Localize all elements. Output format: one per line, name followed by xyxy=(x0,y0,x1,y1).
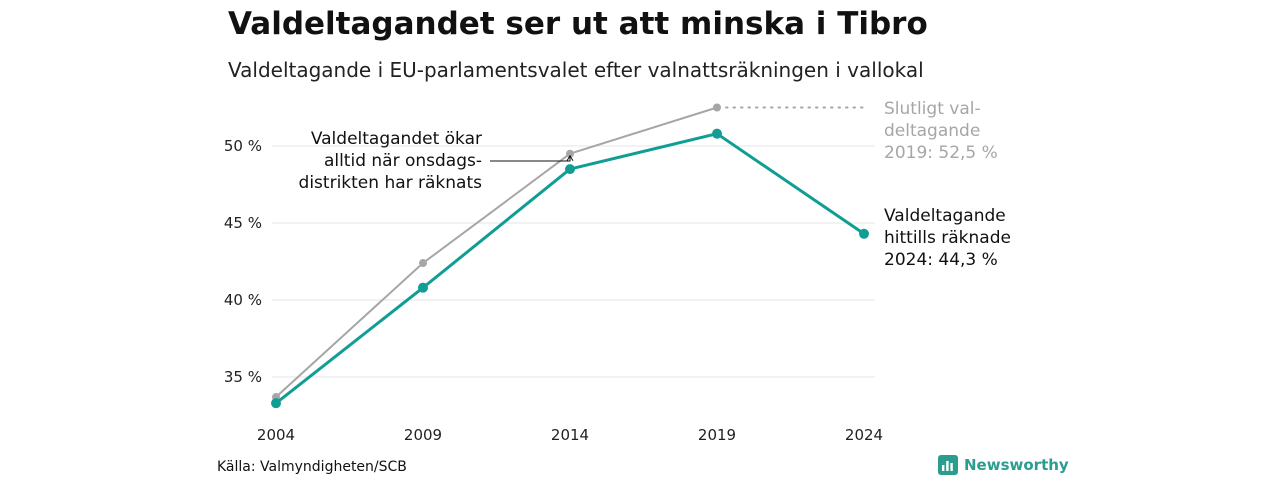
current-2024-annotation: hittills räknade xyxy=(884,228,1011,248)
final-series-point xyxy=(713,103,721,112)
brand-name: Newsworthy xyxy=(964,456,1069,474)
current-series-point xyxy=(271,398,281,409)
current-series-point xyxy=(565,164,575,175)
x-tick-label: 2014 xyxy=(551,426,589,444)
y-tick-label: 50 % xyxy=(224,137,262,155)
final-2019-annotation: 2019: 52,5 % xyxy=(884,143,998,163)
current-series-point xyxy=(712,128,722,139)
current-series-point xyxy=(859,228,869,239)
current-2024-annotation: 2024: 44,3 % xyxy=(884,250,998,270)
note-pointer xyxy=(490,156,571,162)
final-series-line xyxy=(275,106,718,398)
brand: Newsworthy xyxy=(938,455,1069,475)
final-series-point xyxy=(566,149,574,158)
current-2024-annotation: Valdeltagande xyxy=(884,206,1006,226)
note-annotation: distrikten har räknats xyxy=(299,173,483,193)
y-tick-label: 40 % xyxy=(224,291,262,309)
y-tick-label: 45 % xyxy=(224,214,262,232)
final-2019-annotation: Slutligt val- xyxy=(884,99,981,119)
chart-subtitle: Valdeltagande i EU-parlamentsvalet efter… xyxy=(228,58,924,82)
x-tick-label: 2019 xyxy=(698,426,736,444)
note-annotation: Valdeltagandet ökar xyxy=(311,129,482,149)
final-series-point xyxy=(419,259,427,268)
note-arrowhead xyxy=(566,154,574,161)
current-series-point xyxy=(418,282,428,293)
source-note: Källa: Valmyndigheten/SCB xyxy=(217,459,407,475)
x-tick-label: 2004 xyxy=(257,426,295,444)
note-annotation: alltid när onsdags- xyxy=(324,151,482,171)
newsworthy-logo-icon xyxy=(938,455,958,475)
chart-title: Valdeltagandet ser ut att minska i Tibro xyxy=(228,6,928,42)
y-tick-label: 35 % xyxy=(224,368,262,386)
final-2019-annotation: deltagande xyxy=(884,121,980,141)
x-tick-label: 2009 xyxy=(404,426,442,444)
x-tick-label: 2024 xyxy=(845,426,883,444)
